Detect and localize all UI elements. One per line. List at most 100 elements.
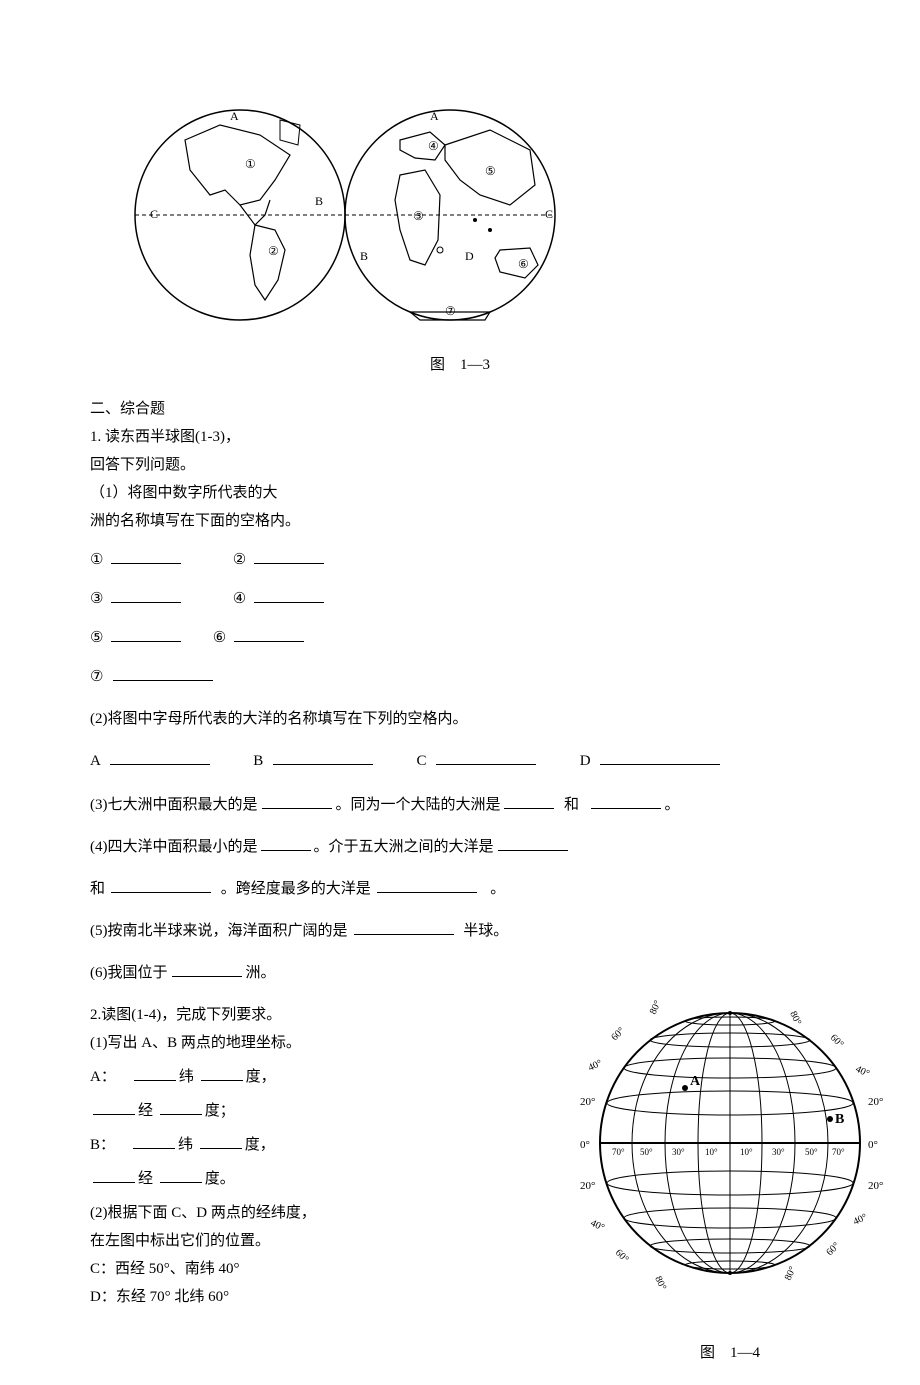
figure-1-4: A B 70° 50° 30° 10° 10° 30° 50° 70° 0° 2…	[570, 983, 890, 1385]
svg-text:80°: 80°	[787, 1010, 803, 1027]
q1-part2: (2)将图中字母所代表的大洋的名称填写在下列的空格内。	[90, 707, 830, 731]
svg-text:40°: 40°	[587, 1058, 604, 1074]
blank-4c[interactable]	[111, 878, 211, 893]
blank-b-lat-dir[interactable]	[133, 1134, 175, 1149]
svg-text:70°: 70°	[612, 1147, 625, 1157]
point-a-label: A	[690, 1074, 701, 1089]
q1-blanks-row-3: ⑤ ⑥	[90, 626, 830, 650]
svg-text:60°: 60°	[824, 1240, 842, 1258]
svg-text:B: B	[360, 249, 368, 263]
q2-point-c: C：西经 50°、南纬 40°	[90, 1257, 490, 1281]
q1-blanks-row-4: ⑦	[90, 665, 830, 689]
blank-4a[interactable]	[261, 836, 311, 851]
svg-text:⑥: ⑥	[518, 257, 529, 271]
svg-text:C: C	[545, 207, 553, 221]
circled-1: ①	[90, 552, 103, 568]
blank-3b[interactable]	[504, 794, 554, 809]
svg-text:C: C	[150, 207, 158, 221]
svg-text:40°: 40°	[852, 1212, 869, 1228]
blank-a-lat-deg[interactable]	[201, 1066, 243, 1081]
figure-1-3-caption: 图 1—3	[90, 353, 830, 377]
svg-text:10°: 10°	[705, 1147, 718, 1157]
letter-c: C	[417, 753, 427, 769]
q2-wrapper: 2.读图(1-4)，完成下列要求。 (1)写出 A、B 两点的地理坐标。 A： …	[90, 1003, 830, 1309]
svg-text:30°: 30°	[772, 1147, 785, 1157]
svg-text:⑤: ⑤	[485, 164, 496, 178]
q2-point-a-line1: A： 纬 度，	[90, 1065, 490, 1089]
q1-part1a: （1）将图中数字所代表的大	[90, 481, 830, 505]
svg-text:①: ①	[245, 157, 256, 171]
blank-b-lon-dir[interactable]	[93, 1168, 135, 1183]
q1-part3: (3)七大洲中面积最大的是。同为一个大陆的大洲是 和 。	[90, 793, 830, 817]
svg-text:③: ③	[413, 209, 424, 223]
blank-continent-6[interactable]	[234, 627, 304, 642]
q2-point-a-line2: 经 度；	[90, 1099, 490, 1123]
point-b-label: B	[835, 1112, 844, 1127]
blank-b-lat-deg[interactable]	[200, 1134, 242, 1149]
blank-4b[interactable]	[498, 836, 568, 851]
blank-ocean-a[interactable]	[110, 750, 210, 765]
svg-text:80°: 80°	[648, 999, 664, 1016]
q2-point-b-line2: 经 度。	[90, 1167, 490, 1191]
svg-text:⑦: ⑦	[445, 304, 456, 318]
svg-text:A: A	[230, 109, 239, 123]
svg-text:②: ②	[268, 244, 279, 258]
svg-text:10°: 10°	[740, 1147, 753, 1157]
q2-point-d: D：东经 70° 北纬 60°	[90, 1285, 490, 1309]
svg-text:60°: 60°	[828, 1032, 846, 1050]
svg-text:60°: 60°	[613, 1247, 631, 1265]
blank-3a[interactable]	[262, 794, 332, 809]
blank-continent-4[interactable]	[254, 588, 324, 603]
svg-text:20°: 20°	[580, 1096, 595, 1108]
q1-part5: (5)按南北半球来说，海洋面积广阔的是 半球。	[90, 919, 830, 943]
q2-part2b: 在左图中标出它们的位置。	[90, 1229, 490, 1253]
svg-text:40°: 40°	[854, 1064, 871, 1080]
svg-text:20°: 20°	[868, 1096, 883, 1108]
svg-text:0°: 0°	[580, 1139, 590, 1151]
blank-a-lat-dir[interactable]	[134, 1066, 176, 1081]
blank-5[interactable]	[354, 920, 454, 935]
svg-text:④: ④	[428, 139, 439, 153]
q1-part4-line2: 和 。跨经度最多的大洋是 。	[90, 877, 830, 901]
svg-text:40°: 40°	[589, 1218, 606, 1234]
figure-1-3: ① ② A B C ③ ④ ⑤ ⑥ ⑦ A B C D	[130, 100, 830, 338]
blank-4d[interactable]	[377, 878, 477, 893]
blank-continent-7[interactable]	[113, 666, 213, 681]
svg-text:A: A	[430, 109, 439, 123]
q1-abcd-row: A B C D	[90, 749, 830, 773]
q2-stem: 2.读图(1-4)，完成下列要求。	[90, 1003, 490, 1027]
q1-blanks-row-1: ① ②	[90, 548, 830, 572]
blank-3c[interactable]	[591, 794, 661, 809]
svg-text:50°: 50°	[805, 1147, 818, 1157]
letter-a: A	[90, 753, 100, 769]
blank-ocean-c[interactable]	[436, 750, 536, 765]
circled-3: ③	[90, 591, 103, 607]
svg-text:30°: 30°	[672, 1147, 685, 1157]
blank-a-lon-deg[interactable]	[160, 1100, 202, 1115]
circled-2: ②	[233, 552, 246, 568]
blank-6[interactable]	[172, 962, 242, 977]
letter-b: B	[253, 753, 263, 769]
blank-continent-3[interactable]	[111, 588, 181, 603]
blank-continent-1[interactable]	[111, 549, 181, 564]
letter-d: D	[580, 753, 591, 769]
svg-text:0°: 0°	[868, 1139, 878, 1151]
svg-text:50°: 50°	[640, 1147, 653, 1157]
blank-a-lon-dir[interactable]	[93, 1100, 135, 1115]
svg-text:20°: 20°	[580, 1180, 595, 1192]
svg-text:20°: 20°	[868, 1180, 883, 1192]
blank-b-lon-deg[interactable]	[160, 1168, 202, 1183]
svg-text:D: D	[465, 249, 474, 263]
section-2-header: 二、综合题	[90, 397, 830, 421]
q1-part4-line1: (4)四大洋中面积最小的是。介于五大洲之间的大洋是	[90, 835, 830, 859]
q1-blanks-row-2: ③ ④	[90, 587, 830, 611]
svg-text:70°: 70°	[832, 1147, 845, 1157]
svg-text:60°: 60°	[609, 1025, 627, 1043]
hemispheres-svg: ① ② A B C ③ ④ ⑤ ⑥ ⑦ A B C D	[130, 100, 560, 330]
blank-continent-5[interactable]	[111, 627, 181, 642]
q1-stem-2: 回答下列问题。	[90, 453, 830, 477]
blank-ocean-d[interactable]	[600, 750, 720, 765]
circled-5: ⑤	[90, 630, 103, 646]
blank-continent-2[interactable]	[254, 549, 324, 564]
blank-ocean-b[interactable]	[273, 750, 373, 765]
